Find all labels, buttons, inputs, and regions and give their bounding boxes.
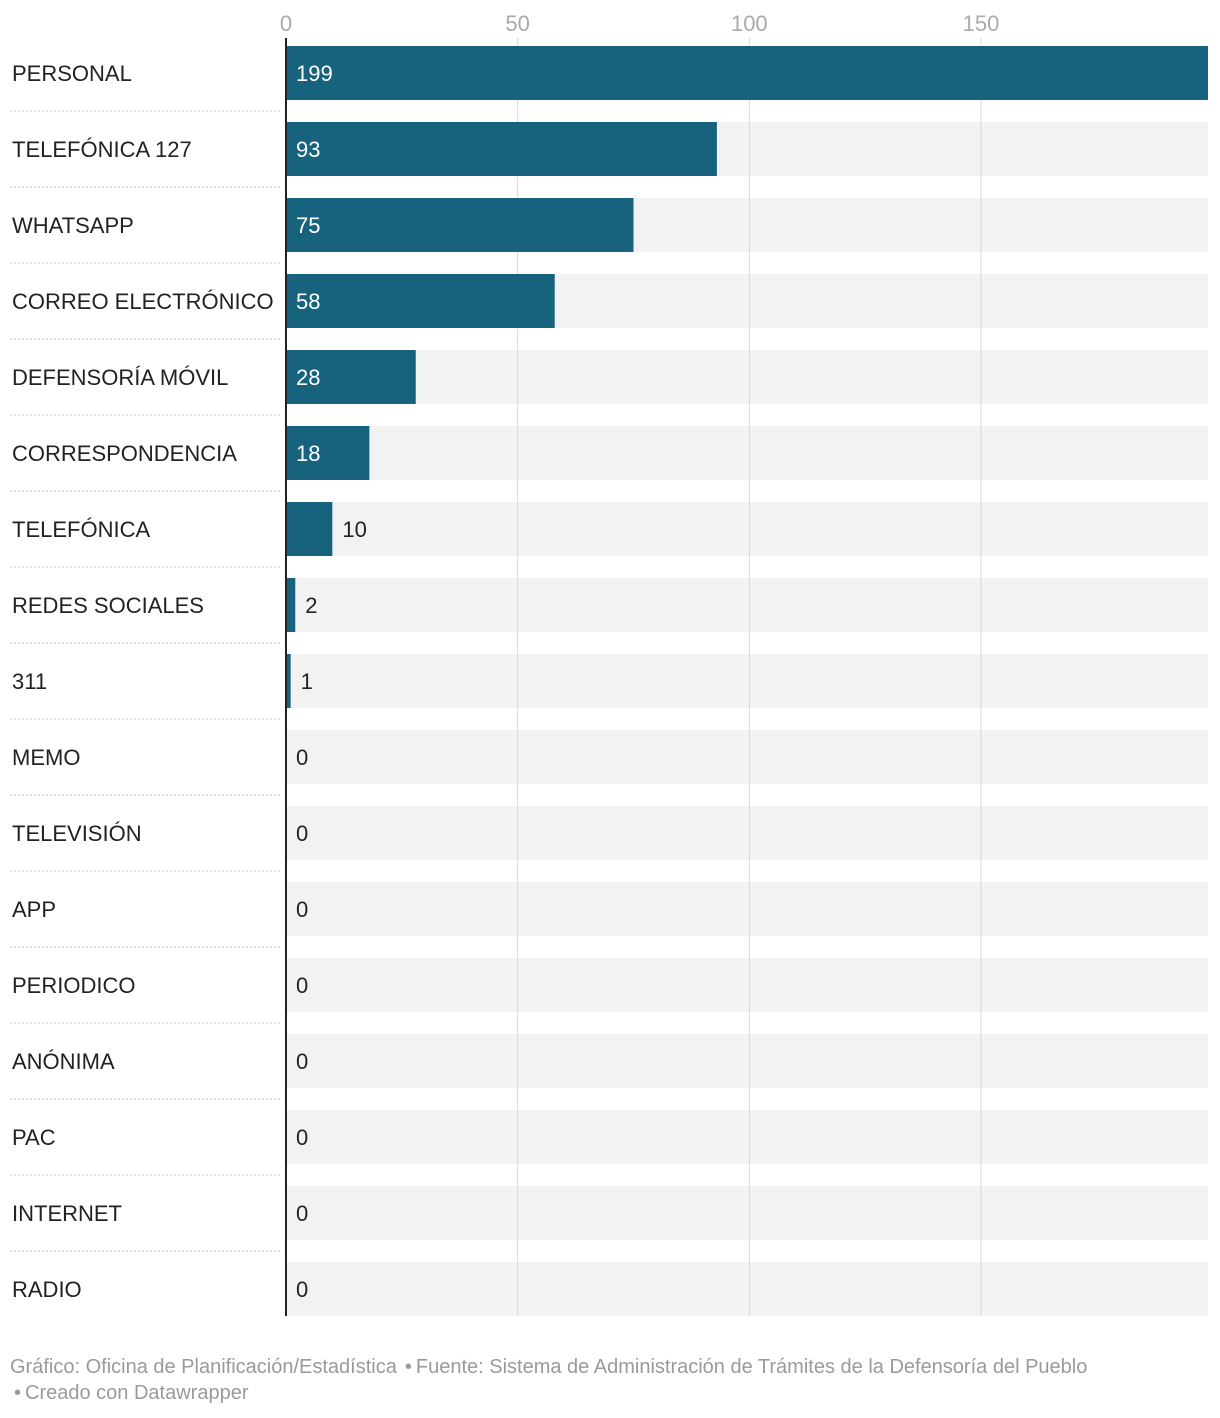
value-label: 0 <box>296 1125 308 1150</box>
x-tick-label: 50 <box>505 11 529 36</box>
value-label: 0 <box>296 821 308 846</box>
value-label: 199 <box>296 61 333 86</box>
x-tick-label: 100 <box>731 11 768 36</box>
category-label: RADIO <box>12 1277 82 1302</box>
category-label: TELEFÓNICA <box>12 517 150 542</box>
value-label: 0 <box>296 1201 308 1226</box>
bar <box>286 350 416 404</box>
bar-track <box>286 730 1208 784</box>
bar-track <box>286 578 1208 632</box>
footer-separator: • <box>404 1356 412 1378</box>
bar-track <box>286 1034 1208 1088</box>
bar-track <box>286 1110 1208 1164</box>
category-label: WHATSAPP <box>12 213 134 238</box>
bar <box>286 502 333 556</box>
bar-track <box>286 958 1208 1012</box>
chart-footer: Gráfico: Oficina de Planificación/Estadí… <box>10 1354 1210 1406</box>
value-label: 2 <box>305 593 317 618</box>
category-label: ANÓNIMA <box>12 1049 115 1074</box>
bar-track <box>286 654 1208 708</box>
bar-track <box>286 502 1208 556</box>
value-label: 1 <box>301 669 313 694</box>
value-label: 58 <box>296 289 320 314</box>
bar <box>286 198 634 252</box>
category-label: PERIODICO <box>12 973 135 998</box>
category-label: MEMO <box>12 745 80 770</box>
value-label: 93 <box>296 137 320 162</box>
category-label: DEFENSORÍA MÓVIL <box>12 365 228 390</box>
category-label: CORREO ELECTRÓNICO <box>12 289 274 314</box>
bar <box>286 426 370 480</box>
bar-track <box>286 1186 1208 1240</box>
bar-track <box>286 350 1208 404</box>
category-label: TELEVISIÓN <box>12 821 142 846</box>
category-label: CORRESPONDENCIA <box>12 441 237 466</box>
category-label: REDES SOCIALES <box>12 593 204 618</box>
category-label: INTERNET <box>12 1201 122 1226</box>
value-label: 0 <box>296 745 308 770</box>
value-label: 18 <box>296 441 320 466</box>
source-note: Fuente: Sistema de Administración de Trá… <box>415 1356 1088 1378</box>
category-label: TELEFÓNICA 127 <box>12 137 192 162</box>
category-label: 311 <box>12 669 47 694</box>
bar <box>286 578 296 632</box>
bar-track <box>286 426 1208 480</box>
bar <box>286 274 555 328</box>
bar-track <box>286 882 1208 936</box>
tool-credit: Creado con Datawrapper <box>25 1382 249 1404</box>
chart-credit: Gráfico: Oficina de Planificación/Estadí… <box>10 1356 397 1378</box>
value-label: 75 <box>296 213 320 238</box>
bar-track <box>286 806 1208 860</box>
bar <box>286 654 291 708</box>
value-label: 0 <box>296 1049 308 1074</box>
footer-separator: • <box>14 1382 22 1404</box>
bar-track <box>286 1262 1208 1316</box>
category-label: PAC <box>12 1125 56 1150</box>
value-label: 0 <box>296 897 308 922</box>
category-label: PERSONAL <box>12 61 132 86</box>
bar-chart: 0 50 100 150 PERSONAL 199 TELEFÓNICA 127 93 WHAT… <box>10 11 1208 1316</box>
bar <box>286 122 717 176</box>
category-label: APP <box>12 897 56 922</box>
x-tick-label: 150 <box>963 11 1000 36</box>
value-label: 28 <box>296 365 320 390</box>
bar <box>286 46 1208 100</box>
value-label: 0 <box>296 973 308 998</box>
x-tick-label: 0 <box>280 11 292 36</box>
value-label: 10 <box>342 517 366 542</box>
value-label: 0 <box>296 1277 308 1302</box>
